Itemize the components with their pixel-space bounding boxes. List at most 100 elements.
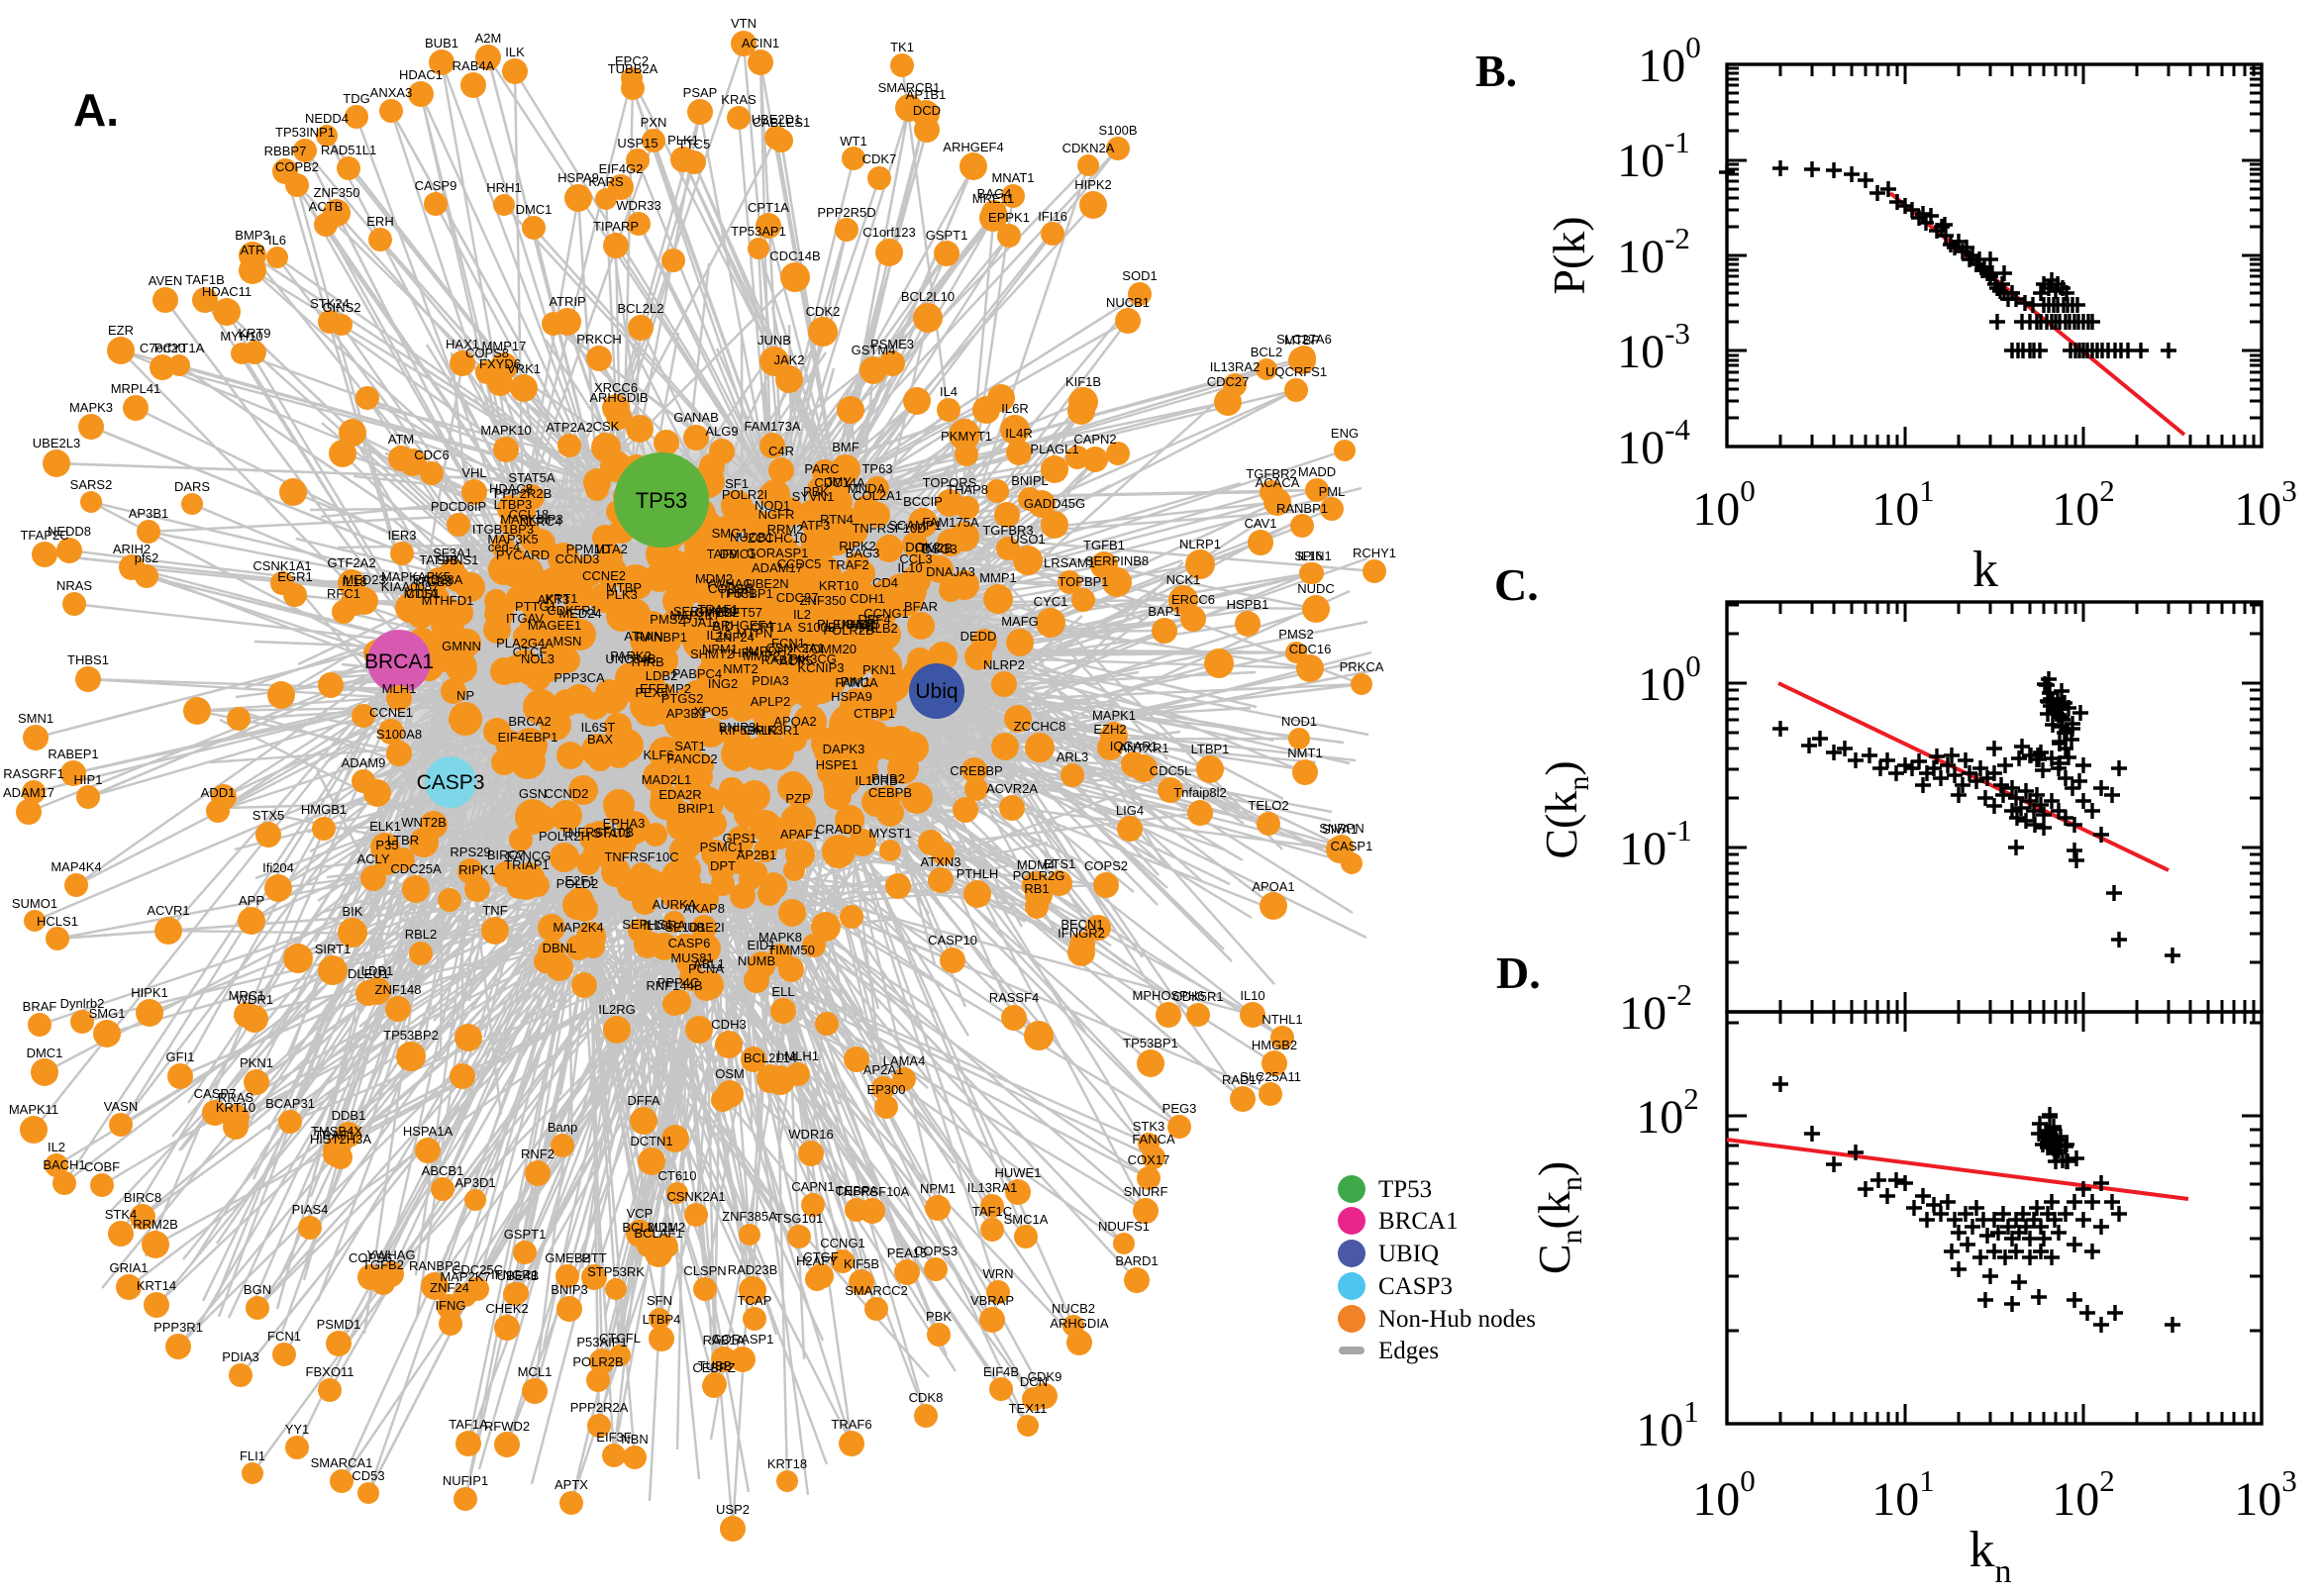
- svg-text:CDC5L: CDC5L: [1150, 763, 1192, 778]
- svg-text:CREBBP: CREBBP: [950, 763, 1002, 778]
- svg-text:BNIPL: BNIPL: [1011, 473, 1049, 488]
- svg-text:MAPK1: MAPK1: [1092, 708, 1136, 723]
- svg-text:HRK: HRK: [732, 646, 759, 660]
- svg-text:PIAS4: PIAS4: [292, 1202, 329, 1217]
- svg-text:SNRPN: SNRPN: [1319, 821, 1364, 836]
- svg-text:MSN: MSN: [554, 634, 582, 648]
- svg-text:SMC1A: SMC1A: [1004, 1212, 1049, 1227]
- svg-text:EDA2R: EDA2R: [658, 787, 701, 802]
- svg-text:MNAT1: MNAT1: [991, 170, 1034, 185]
- svg-text:JAK2: JAK2: [773, 352, 804, 367]
- svg-text:EGR1: EGR1: [277, 569, 312, 584]
- svg-text:PCNA: PCNA: [688, 961, 724, 976]
- svg-text:C4R: C4R: [768, 444, 794, 458]
- svg-text:NMT1: NMT1: [1287, 746, 1322, 760]
- svg-text:CLSPN: CLSPN: [683, 1263, 726, 1278]
- svg-text:NUDC: NUDC: [1297, 581, 1335, 596]
- svg-text:KIAA0087: KIAA0087: [381, 579, 440, 594]
- svg-text:Cn(kn): Cn(kn): [1529, 1161, 1588, 1274]
- svg-text:CASP9: CASP9: [415, 178, 457, 193]
- svg-text:PARK2: PARK2: [610, 648, 652, 663]
- svg-text:BAX: BAX: [587, 732, 613, 747]
- svg-text:SMARCC2: SMARCC2: [845, 1283, 908, 1298]
- svg-text:ACP5: ACP5: [779, 653, 813, 668]
- svg-text:IL13RA2: IL13RA2: [1210, 359, 1261, 374]
- svg-text:CCDC5: CCDC5: [777, 556, 822, 571]
- svg-text:HSPE1: HSPE1: [816, 757, 858, 772]
- svg-text:BMP3: BMP3: [235, 228, 269, 243]
- svg-text:PEG3: PEG3: [1162, 1101, 1197, 1116]
- svg-text:ELL: ELL: [771, 984, 794, 999]
- svg-text:MAP2K7: MAP2K7: [440, 1269, 490, 1284]
- svg-text:MAP3K5: MAP3K5: [487, 532, 538, 547]
- svg-text:CYC1: CYC1: [1034, 594, 1068, 609]
- svg-text:HSPA9: HSPA9: [557, 170, 599, 185]
- svg-text:ACACA: ACACA: [1256, 475, 1300, 490]
- svg-text:TUBB: TUBB: [698, 1358, 733, 1373]
- svg-text:MRE11: MRE11: [972, 191, 1014, 206]
- svg-text:GMEB2: GMEB2: [545, 1250, 590, 1265]
- svg-text:PMS2: PMS2: [650, 612, 684, 627]
- svg-text:WNT2B: WNT2B: [401, 815, 447, 830]
- svg-text:COBF: COBF: [84, 1159, 120, 1174]
- svg-text:PEA15: PEA15: [887, 1246, 927, 1260]
- svg-text:101: 101: [1871, 1463, 1935, 1526]
- svg-text:BCLAF1: BCLAF1: [634, 1226, 682, 1241]
- svg-text:XRCC6: XRCC6: [594, 380, 638, 395]
- svg-text:NTHL1: NTHL1: [1262, 1012, 1302, 1027]
- svg-text:CTGF: CTGF: [803, 1249, 838, 1264]
- svg-text:MRPL41: MRPL41: [111, 381, 161, 396]
- svg-text:NUMB: NUMB: [738, 953, 775, 968]
- svg-text:KRT18: KRT18: [767, 1456, 807, 1471]
- svg-text:MNDA: MNDA: [848, 481, 886, 496]
- svg-text:CDK7: CDK7: [862, 151, 897, 166]
- svg-text:TP53: TP53: [1378, 1176, 1432, 1203]
- svg-text:RASSF4: RASSF4: [989, 990, 1040, 1005]
- svg-text:USP2: USP2: [716, 1502, 750, 1517]
- svg-text:MED23: MED23: [343, 572, 385, 587]
- svg-text:TGFB2: TGFB2: [362, 1257, 404, 1272]
- svg-text:BCL2L2: BCL2L2: [618, 301, 664, 316]
- svg-text:ZNF350: ZNF350: [800, 593, 847, 608]
- svg-text:SNURF: SNURF: [1124, 1184, 1168, 1199]
- svg-text:DFFA: DFFA: [627, 1093, 660, 1108]
- svg-text:CSNK1A1: CSNK1A1: [252, 558, 311, 573]
- svg-text:BCAP31: BCAP31: [265, 1096, 315, 1111]
- svg-text:KARS: KARS: [588, 174, 624, 189]
- svg-text:P53AIP1: P53AIP1: [576, 1335, 627, 1349]
- svg-text:DDB1: DDB1: [332, 1108, 366, 1123]
- svg-text:YWHAG: YWHAG: [704, 576, 753, 591]
- svg-text:COPS6: COPS6: [708, 581, 752, 596]
- svg-text:RAB1A: RAB1A: [703, 1333, 746, 1347]
- svg-text:VASN: VASN: [104, 1099, 138, 1114]
- svg-text:RCHY1: RCHY1: [1353, 546, 1396, 560]
- svg-text:ZCCHC8: ZCCHC8: [1014, 719, 1066, 734]
- svg-text:UBE2N: UBE2N: [746, 576, 788, 591]
- svg-text:Dynlrb2: Dynlrb2: [60, 996, 105, 1011]
- svg-text:CDK5R1: CDK5R1: [1172, 989, 1223, 1004]
- svg-text:ITGB1BP3: ITGB1BP3: [472, 522, 534, 537]
- svg-text:NOD1: NOD1: [1281, 714, 1317, 729]
- svg-text:CDC16: CDC16: [1289, 642, 1332, 656]
- svg-text:BRCA2: BRCA2: [508, 714, 551, 729]
- svg-text:ATR: ATR: [240, 243, 264, 257]
- svg-text:AKAP8: AKAP8: [683, 901, 725, 916]
- svg-text:POLR2I: POLR2I: [722, 487, 767, 502]
- svg-text:TELO2: TELO2: [1248, 798, 1288, 813]
- svg-text:TOPBP1: TOPBP1: [1058, 574, 1108, 589]
- svg-text:GSPT1: GSPT1: [926, 228, 968, 243]
- svg-text:A.: A.: [73, 84, 119, 136]
- svg-text:AP3B1: AP3B1: [129, 506, 168, 521]
- svg-text:ANTXR1: ANTXR1: [1118, 741, 1168, 755]
- svg-text:IFT57: IFT57: [729, 605, 762, 620]
- svg-text:CCND2: CCND2: [545, 786, 589, 801]
- svg-text:COL2A1: COL2A1: [853, 488, 902, 503]
- svg-text:10-2: 10-2: [1617, 221, 1690, 283]
- svg-text:ACVR1: ACVR1: [147, 903, 189, 918]
- svg-text:TAF9: TAF9: [707, 547, 738, 561]
- svg-text:NOL3: NOL3: [521, 651, 555, 666]
- svg-text:EPHA3: EPHA3: [603, 816, 646, 831]
- svg-text:BRCA1: BRCA1: [364, 650, 434, 673]
- svg-text:100: 100: [1692, 473, 1756, 536]
- svg-text:PEX5: PEX5: [635, 685, 667, 700]
